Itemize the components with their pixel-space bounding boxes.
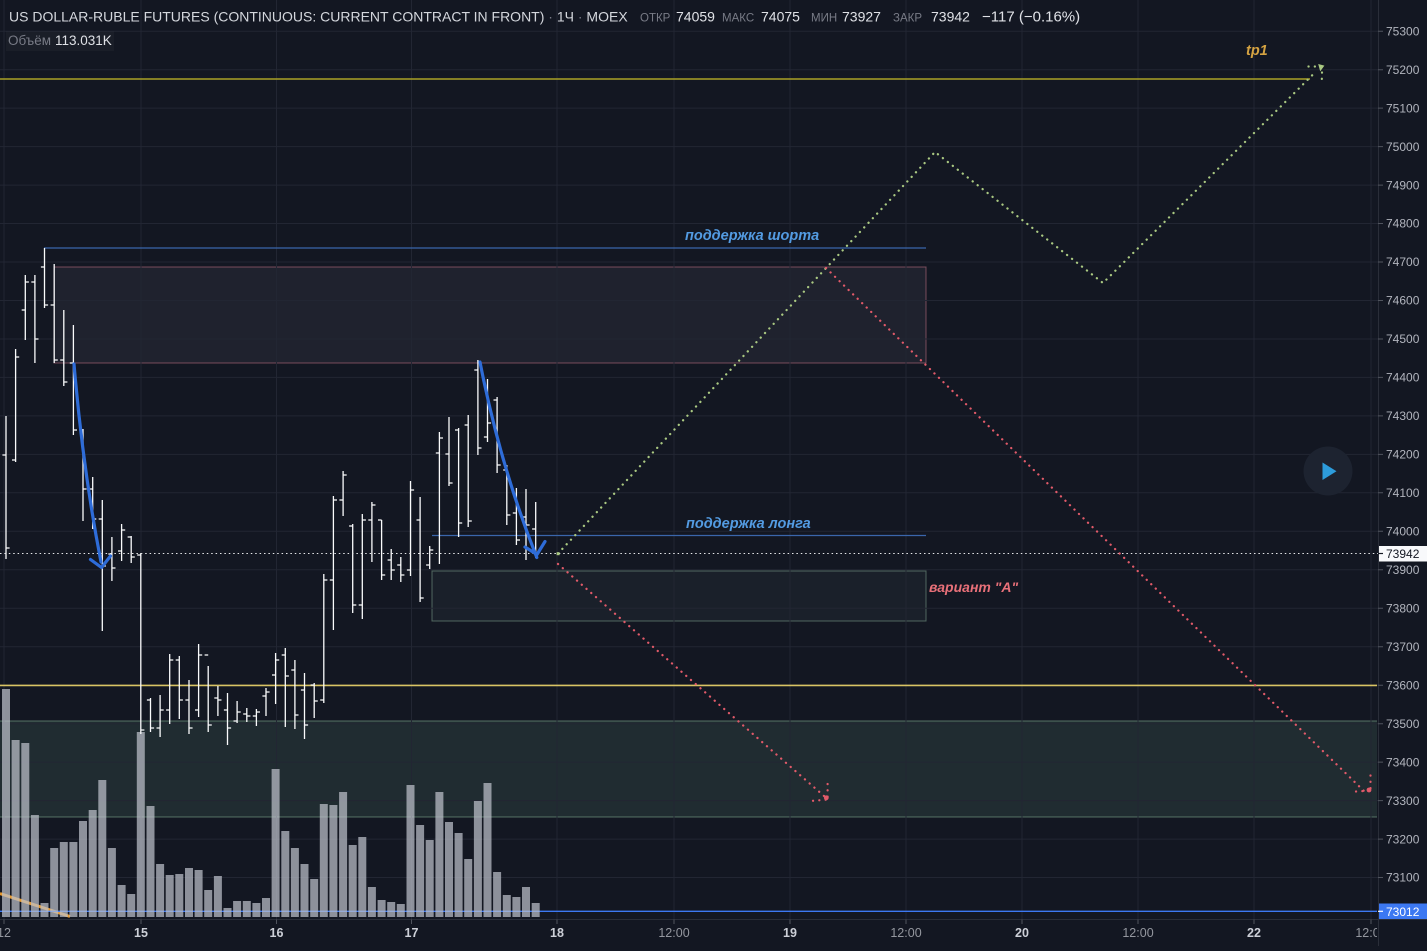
svg-text:15: 15 [134, 926, 148, 940]
svg-text:73012: 73012 [1386, 905, 1420, 919]
svg-text:tp1: tp1 [1246, 43, 1268, 59]
svg-text:поддержка шорта: поддержка шорта [685, 228, 819, 244]
svg-text:73927: 73927 [842, 9, 881, 25]
svg-text:74075: 74075 [761, 9, 800, 25]
svg-text:20: 20 [1015, 926, 1029, 940]
svg-text:19: 19 [783, 926, 797, 940]
svg-text:75300: 75300 [1386, 24, 1420, 38]
svg-text:75200: 75200 [1386, 63, 1420, 77]
svg-text:17: 17 [405, 926, 419, 940]
svg-text:73200: 73200 [1386, 832, 1420, 846]
svg-text:вариант "А": вариант "А" [929, 579, 1018, 595]
svg-text:МАКС: МАКС [722, 13, 754, 25]
svg-text:73500: 73500 [1386, 717, 1420, 731]
svg-text:12:00: 12:00 [1355, 926, 1386, 940]
svg-text:73400: 73400 [1386, 755, 1420, 769]
svg-text:73942: 73942 [931, 9, 970, 25]
svg-text:Объём: Объём [8, 33, 51, 48]
svg-text:12: 12 [0, 926, 11, 940]
svg-text:74900: 74900 [1386, 178, 1420, 192]
svg-text:ОТКР: ОТКР [640, 13, 671, 25]
svg-text:74000: 74000 [1386, 525, 1420, 539]
svg-text:74600: 74600 [1386, 294, 1420, 308]
svg-text:74500: 74500 [1386, 332, 1420, 346]
svg-text:73300: 73300 [1386, 794, 1420, 808]
svg-text:US DOLLAR-RUBLE FUTURES (CONTI: US DOLLAR-RUBLE FUTURES (CONTINUOUS: CUR… [9, 9, 628, 25]
svg-text:74800: 74800 [1386, 217, 1420, 231]
svg-text:12:00: 12:00 [890, 926, 921, 940]
svg-text:74700: 74700 [1386, 255, 1420, 269]
svg-text:18: 18 [550, 926, 564, 940]
svg-text:75100: 75100 [1386, 101, 1420, 115]
svg-text:16: 16 [270, 926, 284, 940]
svg-text:−117 (−0.16%): −117 (−0.16%) [982, 9, 1080, 26]
svg-text:74200: 74200 [1386, 448, 1420, 462]
svg-text:73700: 73700 [1386, 640, 1420, 654]
svg-text:73800: 73800 [1386, 602, 1420, 616]
svg-text:113.031K: 113.031K [55, 33, 112, 48]
svg-text:74400: 74400 [1386, 371, 1420, 385]
svg-text:12:00: 12:00 [658, 926, 689, 940]
svg-text:74100: 74100 [1386, 486, 1420, 500]
svg-text:22: 22 [1247, 926, 1261, 940]
svg-text:75000: 75000 [1386, 140, 1420, 154]
svg-text:73900: 73900 [1386, 563, 1420, 577]
svg-text:МИН: МИН [811, 13, 837, 25]
svg-text:74059: 74059 [676, 9, 715, 25]
svg-text:поддержка лонга: поддержка лонга [686, 516, 811, 532]
svg-text:12:00: 12:00 [1122, 926, 1153, 940]
svg-text:73100: 73100 [1386, 871, 1420, 885]
svg-text:ЗАКР: ЗАКР [893, 13, 922, 25]
svg-text:73942: 73942 [1386, 547, 1420, 561]
svg-text:73600: 73600 [1386, 678, 1420, 692]
svg-text:74300: 74300 [1386, 409, 1420, 423]
